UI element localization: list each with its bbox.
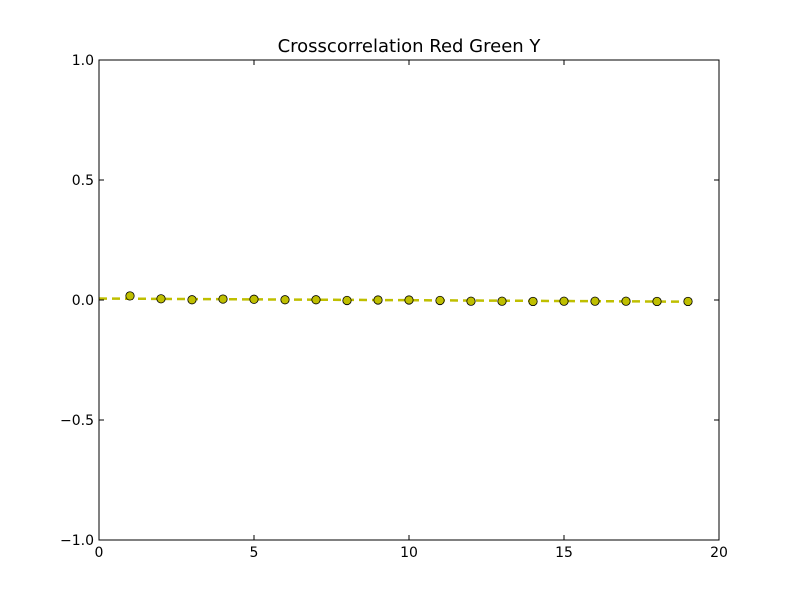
y-tick-label: 0.0 bbox=[72, 293, 94, 309]
data-point bbox=[683, 296, 693, 307]
y-tick-label: −0.5 bbox=[60, 413, 94, 429]
y-tick-label: 1.0 bbox=[72, 53, 94, 69]
data-point bbox=[528, 296, 538, 307]
data-point bbox=[218, 294, 228, 304]
data-point bbox=[342, 295, 352, 306]
data-point bbox=[156, 294, 166, 304]
x-tick-label: 10 bbox=[400, 545, 418, 561]
data-point bbox=[559, 296, 569, 306]
data-point bbox=[621, 296, 631, 306]
data-point bbox=[125, 291, 135, 301]
y-tick-label: 0.5 bbox=[72, 173, 94, 189]
x-axis: 0 5 10 15 20 bbox=[95, 60, 728, 561]
x-tick-label: 5 bbox=[250, 545, 259, 561]
data-point bbox=[249, 294, 259, 304]
data-point bbox=[373, 295, 383, 305]
x-tick-label: 15 bbox=[555, 545, 573, 561]
plot-area bbox=[98, 291, 693, 307]
x-tick-label: 0 bbox=[95, 545, 104, 561]
data-point bbox=[435, 295, 445, 306]
data-point bbox=[187, 295, 197, 305]
data-point bbox=[311, 295, 321, 305]
data-point bbox=[590, 296, 600, 306]
data-point bbox=[280, 295, 290, 305]
trend-line bbox=[98, 297, 689, 303]
data-point bbox=[652, 296, 662, 307]
data-point bbox=[404, 295, 414, 305]
y-axis: −1.0 −0.5 0.0 0.5 1.0 bbox=[60, 53, 719, 549]
y-tick-label: −1.0 bbox=[60, 533, 94, 549]
data-point bbox=[497, 296, 507, 306]
x-tick-label: 20 bbox=[710, 545, 728, 561]
chart-title: Crosscorrelation Red Green Y bbox=[278, 36, 542, 57]
data-point bbox=[466, 296, 476, 306]
